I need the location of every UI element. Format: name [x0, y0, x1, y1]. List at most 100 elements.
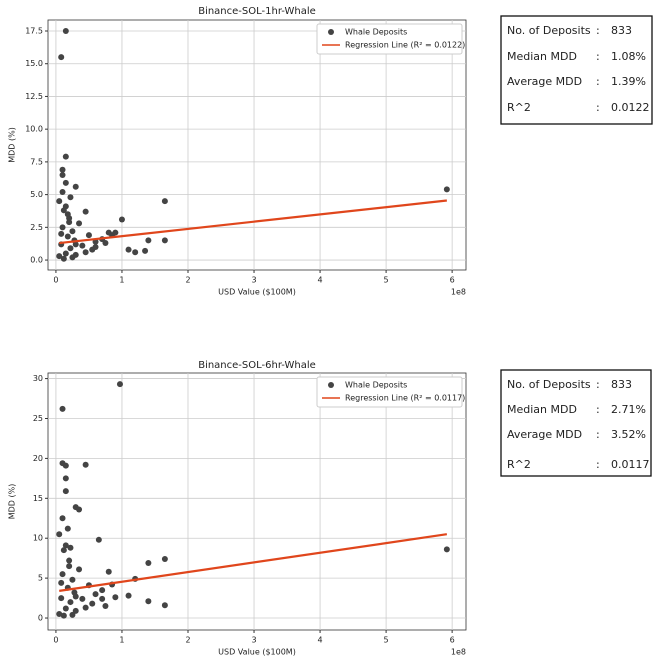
- data-point: [66, 557, 73, 564]
- legend-label: Regression Line (R² = 0.0117): [345, 394, 465, 403]
- data-point: [161, 237, 168, 244]
- stats-cell: No. of Deposits: [507, 24, 591, 37]
- data-point: [66, 219, 73, 226]
- data-point: [161, 198, 168, 205]
- data-point: [125, 246, 132, 253]
- data-point: [112, 594, 119, 601]
- x-tick-label: 0: [53, 276, 58, 285]
- stats-cell: 833: [611, 24, 632, 37]
- legend-marker: [328, 382, 334, 388]
- data-point: [59, 188, 66, 195]
- x-tick-label: 3: [251, 276, 256, 285]
- data-point: [95, 536, 102, 543]
- data-point: [112, 229, 119, 236]
- stats-box: [500, 15, 653, 125]
- legend-label: Regression Line (R² = 0.0122): [345, 41, 465, 50]
- data-point: [58, 595, 65, 602]
- data-point: [56, 611, 63, 618]
- stats-cell: 2.71%: [611, 403, 646, 416]
- data-point: [59, 171, 66, 178]
- plot-area: [47, 19, 467, 271]
- x-tick-label: 6: [450, 276, 455, 285]
- data-point: [56, 198, 63, 205]
- stats-cell: R^2: [507, 101, 531, 114]
- y-tick-label: 17.5: [25, 26, 43, 35]
- stats-cell: :: [596, 458, 600, 471]
- data-point: [72, 607, 79, 614]
- stats-cell: Median MDD: [507, 403, 577, 416]
- data-point: [102, 240, 109, 247]
- data-point: [64, 211, 71, 218]
- stats-cell: :: [596, 50, 600, 63]
- x-axis-label: USD Value ($100M): [218, 648, 296, 657]
- data-point: [60, 612, 67, 619]
- stats-cell: :: [596, 24, 600, 37]
- x-tick-label: 0: [53, 636, 58, 645]
- data-point: [58, 579, 65, 586]
- data-point: [59, 405, 66, 412]
- stats-cell: :: [596, 378, 600, 391]
- stats-cell: :: [596, 403, 600, 416]
- data-point: [85, 232, 92, 239]
- data-point: [66, 563, 73, 570]
- data-point: [145, 237, 152, 244]
- x-tick-label: 5: [384, 276, 389, 285]
- data-point: [132, 249, 139, 256]
- data-point: [76, 220, 83, 227]
- data-point: [89, 600, 96, 607]
- x-tick-label: 3: [251, 636, 256, 645]
- stats-cell: 833: [611, 378, 632, 391]
- data-point: [79, 242, 86, 249]
- data-point: [62, 179, 69, 186]
- stats-cell: 0.0122: [611, 101, 650, 114]
- data-point: [92, 591, 99, 598]
- data-point: [69, 576, 76, 583]
- data-point: [62, 605, 69, 612]
- data-point: [72, 183, 79, 190]
- data-point: [82, 604, 89, 611]
- y-tick-label: 15.0: [25, 59, 43, 68]
- stats-cell: No. of Deposits: [507, 378, 591, 391]
- data-point: [62, 475, 69, 482]
- y-tick-label: 5.0: [30, 190, 43, 199]
- data-point: [125, 592, 132, 599]
- chart-title: Binance-SOL-1hr-Whale: [198, 6, 316, 17]
- y-axis-label: MDD (%): [8, 127, 17, 163]
- x-tick-label: 4: [318, 276, 323, 285]
- data-point: [69, 228, 76, 235]
- data-point: [62, 203, 69, 210]
- data-point: [105, 568, 112, 575]
- y-tick-label: 10: [33, 534, 43, 543]
- x-offset-label: 1e8: [451, 288, 466, 297]
- data-point: [443, 546, 450, 553]
- y-tick-label: 10.0: [25, 125, 43, 134]
- data-point: [82, 208, 89, 215]
- y-tick-label: 2.5: [30, 223, 43, 232]
- x-tick-label: 2: [185, 276, 190, 285]
- data-point: [99, 587, 106, 594]
- data-point: [161, 602, 168, 609]
- data-point: [64, 525, 71, 532]
- stats-box: [500, 369, 652, 477]
- x-axis-label: USD Value ($100M): [218, 288, 296, 297]
- data-point: [56, 531, 63, 538]
- x-tick-label: 1: [119, 276, 124, 285]
- data-point: [145, 598, 152, 605]
- y-tick-label: 0.0: [30, 256, 43, 265]
- data-point: [142, 247, 149, 254]
- legend-box: [316, 23, 463, 55]
- data-point: [59, 515, 66, 522]
- chart: 0 1 2 3 4 5 6 0 5 10 15 20 25 30 Binance-SOL-6hr-Whale…: [8, 360, 467, 657]
- data-point: [58, 230, 65, 237]
- data-point: [62, 542, 69, 549]
- y-tick-label: 30: [33, 374, 43, 383]
- y-tick-label: 25: [33, 414, 43, 423]
- y-tick-label: 5: [38, 574, 43, 583]
- data-point: [56, 253, 63, 260]
- plot-area: [47, 372, 467, 631]
- legend-label: Whale Deposits: [345, 381, 407, 390]
- data-point: [60, 547, 67, 554]
- data-point: [72, 241, 79, 248]
- stats-cell: 1.08%: [611, 50, 646, 63]
